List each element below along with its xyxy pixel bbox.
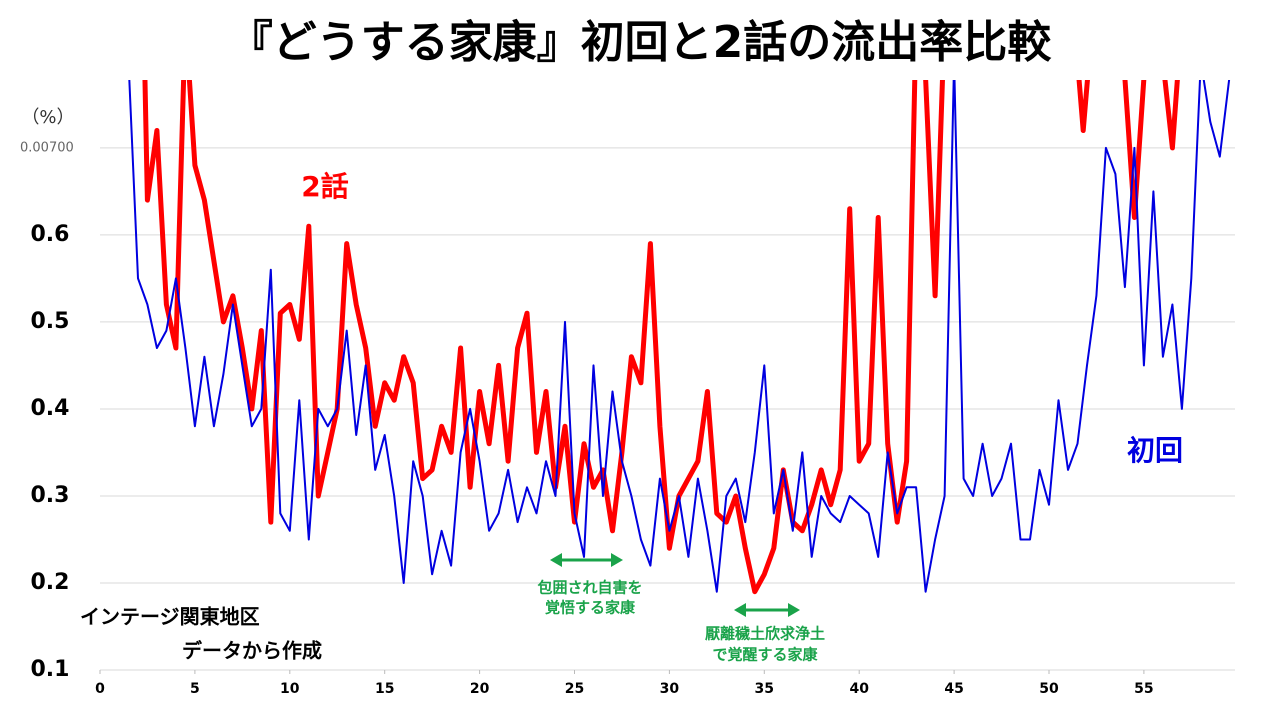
x-tick-label: 50 <box>1039 681 1059 697</box>
y-tick-label: 0.4 <box>31 396 70 421</box>
y-tick-label: 0.6 <box>31 222 70 247</box>
x-tick-label: 30 <box>660 681 680 697</box>
annotation-arrow <box>550 553 800 617</box>
x-tick-label: 10 <box>280 681 300 697</box>
x-tick-label: 0 <box>95 681 105 697</box>
chart-title: 『どうする家康』初回と2話の流出率比較 <box>229 17 1053 68</box>
x-tick-label: 40 <box>849 681 869 697</box>
x-tick-label: 5 <box>190 681 200 697</box>
x-tick-label: 20 <box>470 681 490 697</box>
annotation: で覚醒する家康 <box>712 646 818 664</box>
legend-label: 2話 <box>301 170 348 203</box>
y-unit: （%） <box>21 107 74 128</box>
y-tick-label: 0.1 <box>31 657 70 682</box>
x-tick-label: 45 <box>944 681 963 697</box>
y-tick-label: 0.3 <box>31 483 70 508</box>
y-tick-label: 0.2 <box>31 570 70 595</box>
y-tick-label: 0.00700 <box>20 140 74 155</box>
series-line <box>128 80 1231 593</box>
x-tick-label: 55 <box>1134 681 1153 697</box>
legend-label: 初回 <box>1127 434 1183 467</box>
y-tick-label: 0.5 <box>31 309 70 334</box>
source-note: データから作成 <box>182 639 322 663</box>
source-note: インテージ関東地区 <box>80 605 260 629</box>
x-tick-label: 25 <box>565 681 584 697</box>
series-line <box>142 80 1180 595</box>
annotation: 厭離穢土欣求浄土 <box>705 625 825 643</box>
annotation: 包囲され自害を <box>537 579 642 597</box>
x-tick-label: 35 <box>755 681 774 697</box>
annotation: 覚悟する家康 <box>545 599 636 617</box>
x-tick-label: 15 <box>375 681 394 697</box>
